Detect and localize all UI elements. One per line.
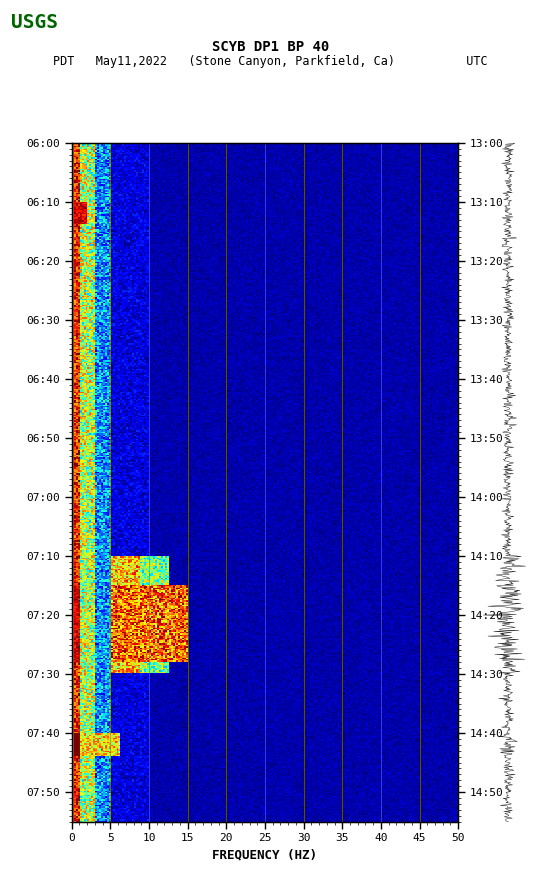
X-axis label: FREQUENCY (HZ): FREQUENCY (HZ) bbox=[213, 849, 317, 862]
Text: SCYB DP1 BP 40: SCYB DP1 BP 40 bbox=[212, 40, 329, 54]
Text: USGS: USGS bbox=[11, 13, 58, 32]
Text: PDT   May11,2022   (Stone Canyon, Parkfield, Ca)          UTC: PDT May11,2022 (Stone Canyon, Parkfield,… bbox=[53, 55, 488, 69]
